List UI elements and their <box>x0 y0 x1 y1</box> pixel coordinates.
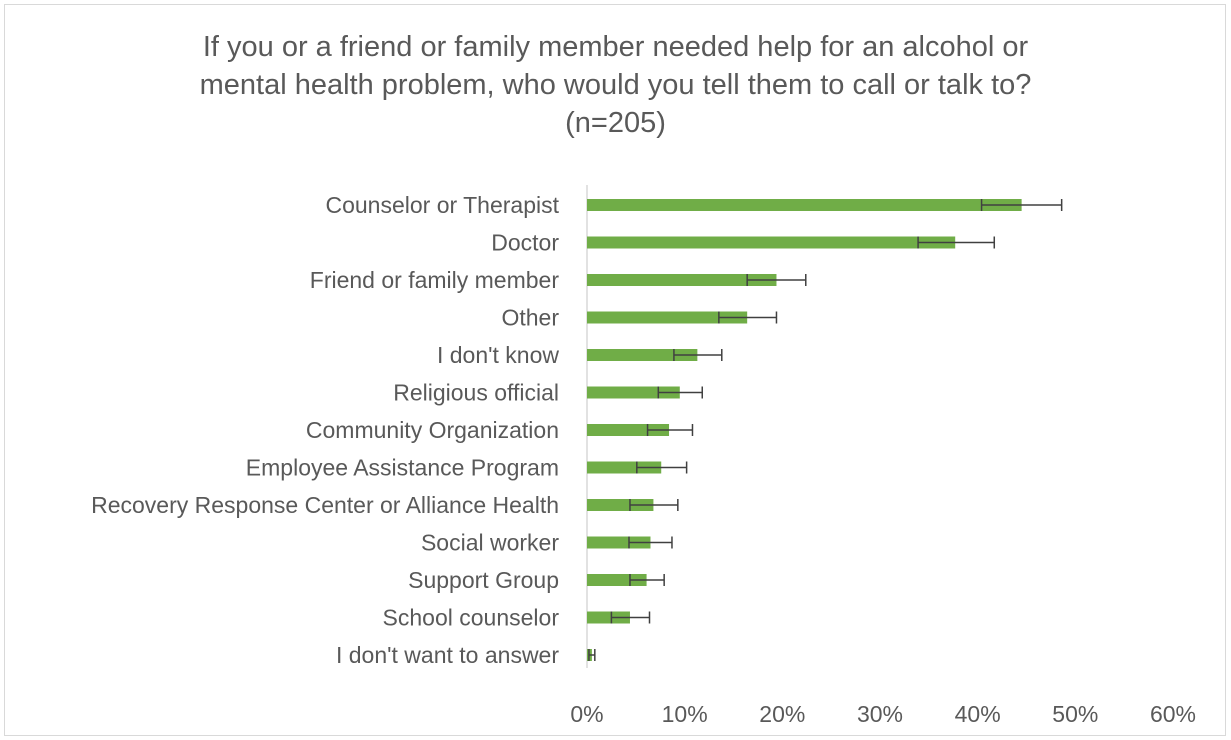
category-label: I don't want to answer <box>336 642 559 668</box>
chart-title-line-3: (n=205) <box>565 107 666 139</box>
category-label: Community Organization <box>306 417 559 443</box>
category-label: Other <box>501 305 559 331</box>
x-tick-label: 50% <box>1052 701 1098 727</box>
bar <box>587 499 654 511</box>
x-tick-label: 0% <box>570 701 603 727</box>
bar <box>587 349 698 361</box>
bar <box>587 386 680 399</box>
bar <box>587 574 647 586</box>
bar <box>587 236 956 249</box>
category-label: Employee Assistance Program <box>246 455 559 481</box>
bar <box>587 199 1022 211</box>
category-label: Religious official <box>393 380 559 406</box>
chart-title: If you or a friend or family member need… <box>0 28 1231 142</box>
bar <box>587 536 651 549</box>
x-tick-label: 60% <box>1150 701 1196 727</box>
bar <box>587 311 748 324</box>
bar <box>587 274 777 286</box>
chart-title-line-2: mental health problem, who would you tel… <box>199 69 1032 101</box>
bar <box>587 611 630 624</box>
bar <box>587 461 662 474</box>
bar <box>587 424 670 436</box>
category-label: Support Group <box>408 567 559 593</box>
x-tick-label: 40% <box>955 701 1001 727</box>
chart-title-line-1: If you or a friend or family member need… <box>202 31 1029 63</box>
category-label: I don't know <box>437 342 559 368</box>
category-label: Counselor or Therapist <box>325 192 559 218</box>
category-label: Recovery Response Center or Alliance Hea… <box>91 492 559 518</box>
x-tick-label: 20% <box>759 701 805 727</box>
category-label: Social worker <box>421 530 559 556</box>
category-label: School counselor <box>383 605 560 631</box>
x-tick-label: 30% <box>857 701 903 727</box>
x-tick-label: 10% <box>662 701 708 727</box>
category-label: Friend or family member <box>310 267 560 293</box>
category-label: Doctor <box>491 230 559 256</box>
